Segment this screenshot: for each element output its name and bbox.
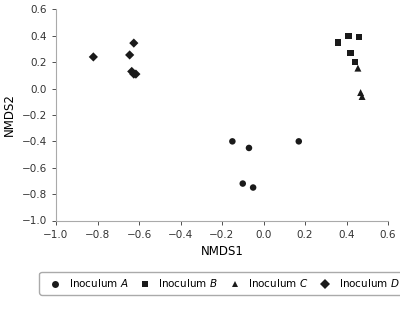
X-axis label: NMDS1: NMDS1 <box>200 245 244 258</box>
Point <box>355 66 361 71</box>
Point <box>296 139 302 144</box>
Point <box>348 50 354 55</box>
Legend: Inoculum $\it{A}$, Inoculum $\it{B}$, Inoculum $\it{C}$, Inoculum $\it{D}$: Inoculum $\it{A}$, Inoculum $\it{B}$, In… <box>40 272 400 295</box>
Point <box>335 40 342 45</box>
Point <box>358 90 364 95</box>
Y-axis label: NMDS2: NMDS2 <box>3 94 16 136</box>
Point <box>345 33 352 38</box>
Point <box>240 181 246 186</box>
Point <box>352 60 358 65</box>
Point <box>126 52 133 57</box>
Point <box>356 35 362 40</box>
Point <box>128 69 135 74</box>
Point <box>131 41 137 46</box>
Point <box>359 94 365 99</box>
Point <box>229 139 236 144</box>
Point <box>133 72 139 77</box>
Point <box>246 146 252 151</box>
Point <box>250 185 256 190</box>
Point <box>131 72 137 77</box>
Point <box>90 54 96 60</box>
